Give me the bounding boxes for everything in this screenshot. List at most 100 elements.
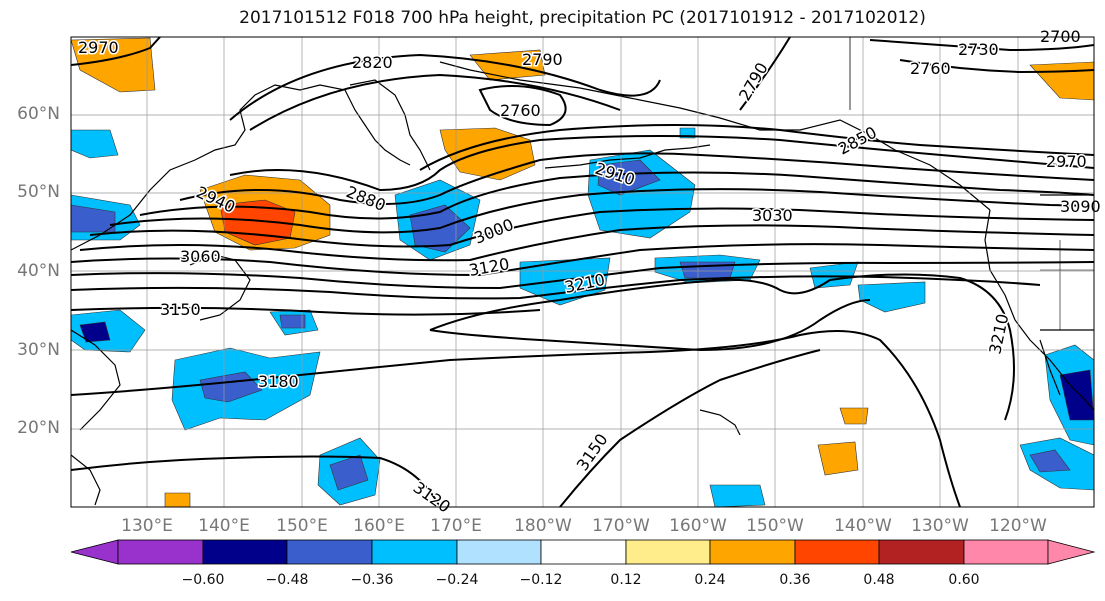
shade-neg-northwest (71, 129, 119, 159)
shade-neg-central-america-core (1029, 449, 1071, 473)
lon-label: 140°W (834, 516, 892, 536)
lon-label: 170°E (430, 516, 482, 536)
shade-neg-japan-30-core (79, 321, 111, 343)
contour-label: 2790 (522, 50, 563, 69)
contour-3030 (79, 224, 1094, 262)
shade-neg-38n-140w (809, 261, 859, 289)
lon-label: 150°W (746, 516, 804, 536)
contour-label: 2730 (958, 40, 999, 59)
lon-label: 160°E (353, 516, 405, 536)
shade-neg-160e-15-core (329, 454, 369, 491)
contour-2970-nw (71, 37, 161, 66)
colorbar-segment (878, 539, 965, 565)
shade-pos-bering-2 (439, 127, 536, 181)
shade-pos-hawaii-s (817, 441, 859, 476)
colorbar-extend-left (70, 539, 119, 565)
colorbar-segment (963, 539, 1049, 565)
lon-label: 160°W (669, 516, 727, 536)
colorbar-segment (709, 539, 796, 565)
contour-3090 (71, 261, 1094, 290)
contour-3150-west (71, 306, 541, 316)
colorbar-tick: 0.60 (948, 572, 980, 588)
lon-label: 130°E (121, 516, 173, 536)
plot-frame (70, 36, 1095, 508)
contour-2760-gulf (899, 59, 1094, 74)
lat-label: 50°N (17, 182, 60, 202)
contour-label: 2820 (352, 53, 393, 72)
colorbar-segment (794, 539, 880, 565)
contour-2880 (229, 135, 1094, 192)
colorbar-segment (371, 539, 458, 565)
shade-neg-south-155w (709, 484, 766, 507)
shade-neg-150e-30-core (279, 314, 306, 329)
lon-label: 140°E (198, 516, 250, 536)
contour-label: 2760 (500, 101, 541, 120)
contour-3180 (71, 330, 961, 507)
colorbar (70, 539, 1096, 565)
contour-label: 3030 (752, 206, 793, 225)
contour-label: 3180 (258, 372, 299, 391)
coast-alaska (439, 61, 991, 211)
lat-label: 60°N (17, 104, 60, 124)
coast-japan (189, 254, 251, 321)
colorbar-segment (286, 539, 373, 565)
lon-label: 180°W (514, 516, 572, 536)
colorbar-segment (625, 539, 711, 565)
contour-label: 2970 (1046, 152, 1087, 171)
shade-pos-south (164, 492, 191, 507)
lon-label: 130°W (911, 516, 969, 536)
contour-2820 (229, 53, 661, 121)
shade-neg-170w-50-core (597, 159, 661, 196)
lon-label: 150°E (276, 516, 328, 536)
contour-2940 (139, 171, 1094, 220)
contour-2790-outer (249, 73, 621, 131)
colorbar-segment (456, 539, 542, 565)
contour-3060 (71, 243, 1094, 277)
contour-3000 (89, 207, 1094, 248)
shade-pos-hawaii-ne (839, 407, 869, 425)
lat-label: 20°N (17, 418, 60, 438)
map-title: 2017101512 F018 700 hPa height, precipit… (239, 8, 926, 28)
contour-3150-south (559, 349, 821, 507)
colorbar-tick: −0.36 (350, 572, 394, 588)
shade-neg-35n-130w (857, 281, 926, 313)
colorbar-segment (540, 539, 627, 565)
colorbar-tick: 0.12 (610, 572, 642, 588)
contour-label: 2970 (78, 38, 119, 57)
colorbar-tick: 0.24 (694, 572, 726, 588)
contour-3210-mid (429, 273, 1015, 421)
contour-label: 3060 (180, 247, 221, 266)
lon-label: 120°W (989, 516, 1047, 536)
lat-label: 40°N (17, 261, 60, 281)
contour-label: 3090 (1060, 197, 1101, 216)
contour-2760-bering (478, 85, 567, 127)
map-field (71, 37, 1094, 507)
colorbar-tick: −0.48 (265, 572, 309, 588)
contour-3120 (71, 275, 1041, 300)
colorbar-extend-right (1047, 539, 1096, 565)
contour-2850 (419, 124, 1094, 171)
colorbar-segment (117, 539, 204, 565)
height-contours (71, 37, 1094, 507)
lat-label: 30°N (17, 340, 60, 360)
colorbar-tick: 0.48 (863, 572, 895, 588)
coast-na-west (984, 209, 1094, 411)
coast-asia-east (71, 84, 411, 251)
contour-label: 3150 (160, 300, 201, 319)
shade-neg-40n-180 (519, 257, 611, 306)
coast-china-south (71, 329, 121, 431)
coastlines (71, 37, 1094, 506)
colorbar-tick: −0.60 (181, 572, 225, 588)
colorbar-tick: −0.12 (519, 572, 563, 588)
coast-hawaii (699, 409, 741, 436)
contour-3120-south (71, 455, 441, 507)
lon-label: 170°W (592, 516, 650, 536)
contour-2970 (109, 188, 1094, 234)
colorbar-segment (202, 539, 288, 565)
colorbar-tick: −0.24 (435, 572, 479, 588)
contour-2730-gulf (869, 39, 1094, 52)
contour-2790-alaska (739, 37, 791, 111)
colorbar-tick: 0.36 (779, 572, 811, 588)
coast-philippines (71, 454, 101, 506)
